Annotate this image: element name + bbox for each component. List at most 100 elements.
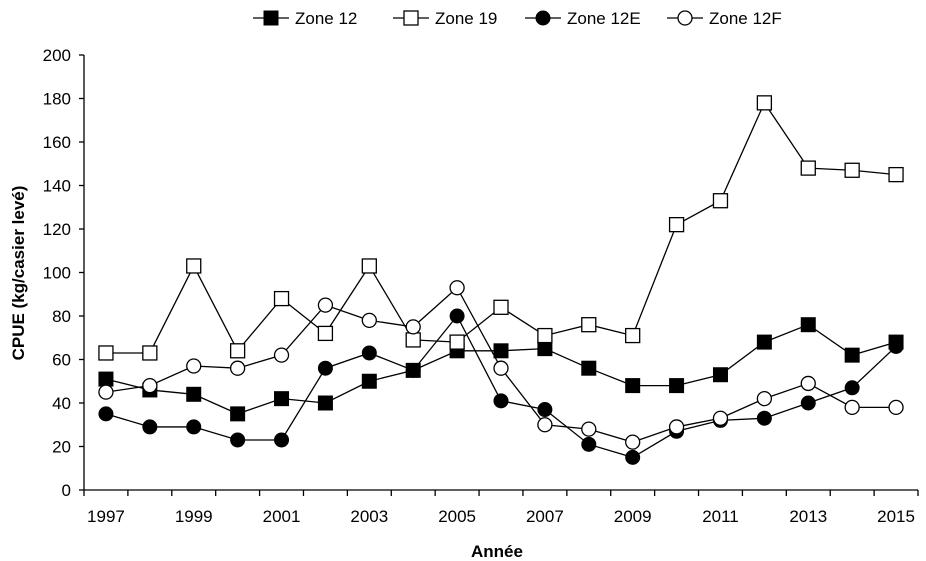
data-point-zone-19 (844, 162, 860, 178)
data-point-zone-12 (581, 360, 597, 376)
data-point-zone-12f (800, 375, 816, 392)
y-axis: 0 20 40 60 80 100 120 140 160 180 200 (43, 46, 85, 500)
legend-marker-zone-12f (677, 10, 693, 26)
data-point-zone-12 (625, 378, 641, 394)
legend: Zone 12 Zone 19 Zone 12E Zone 12F (253, 9, 782, 28)
data-point-zone-19 (581, 317, 597, 333)
data-point-zone-19 (273, 290, 290, 307)
data-point-zone-12 (98, 371, 114, 387)
x-tick-label: 2009 (614, 507, 652, 526)
legend-label: Zone 12 (295, 9, 357, 28)
legend-label: Zone 12F (709, 9, 782, 28)
data-point-zone-12e (361, 345, 377, 361)
data-point-zone-12e (844, 380, 860, 396)
data-point-zone-12f (537, 417, 553, 433)
y-tick-label: 120 (43, 220, 71, 239)
y-tick-label: 40 (52, 394, 71, 413)
data-point-zone-12 (317, 395, 333, 411)
y-tick-label: 180 (43, 90, 71, 109)
x-axis-title: Année (471, 542, 523, 561)
x-tick-label: 1999 (175, 507, 213, 526)
data-point-zone-12f (712, 410, 729, 426)
data-point-zone-19 (449, 334, 465, 350)
data-point-zone-19 (405, 332, 421, 348)
data-point-zone-12 (669, 378, 685, 394)
data-point-zone-12e (274, 432, 290, 448)
data-point-zone-19 (98, 345, 114, 361)
x-tick-label: 2007 (526, 507, 564, 526)
data-point-zone-12f (668, 419, 685, 435)
data-point-zone-12e (581, 436, 597, 452)
data-point-zone-19 (317, 325, 334, 342)
data-point-zone-12f (493, 360, 509, 376)
y-tick-label: 100 (43, 264, 71, 283)
data-point-zone-12 (230, 406, 246, 422)
data-point-zone-12 (844, 347, 860, 363)
y-tick-label: 20 (52, 438, 71, 457)
data-point-zone-12e (186, 419, 202, 435)
data-point-zone-19 (186, 258, 202, 274)
data-point-zone-12e (405, 362, 421, 378)
series-zone-19 (98, 95, 904, 361)
data-point-zone-12f (581, 421, 597, 437)
y-tick-label: 0 (62, 481, 71, 500)
data-point-zone-12e (625, 449, 641, 465)
data-point-zone-12f (405, 319, 421, 335)
data-point-zone-12f (844, 399, 860, 416)
data-point-zone-12e (493, 393, 509, 409)
data-point-zone-19 (361, 258, 377, 274)
data-point-zone-12f (142, 377, 158, 394)
data-point-zone-19 (142, 345, 158, 361)
plot-series (98, 95, 904, 465)
x-axis: 1997 1999 2001 2003 2005 2007 2009 2011 2013 2015 (83, 489, 919, 526)
data-point-zone-19 (668, 216, 685, 233)
data-point-zone-12 (361, 373, 377, 389)
x-tick-label: 2011 (702, 507, 739, 526)
data-point-zone-19 (712, 193, 729, 209)
x-tick-label: 2003 (350, 507, 388, 526)
data-point-zone-12e (142, 419, 158, 435)
data-point-zone-19 (229, 343, 246, 359)
data-point-zone-19 (888, 166, 904, 183)
data-point-zone-12e (756, 410, 772, 426)
data-point-zone-12e (230, 432, 246, 448)
data-point-zone-19 (800, 160, 816, 176)
data-point-zone-12f (98, 384, 114, 400)
legend-item-zone-12f: Zone 12F (667, 9, 782, 28)
data-point-zone-19 (493, 299, 509, 315)
data-point-zone-12f (756, 390, 773, 407)
x-tick-label: 2013 (789, 507, 827, 526)
legend-marker-zone-12e (535, 10, 551, 26)
series-zone-12f (98, 280, 904, 450)
data-point-zone-12e (449, 308, 465, 324)
series-line-zone-19 (105, 101, 897, 354)
data-point-zone-12f (273, 347, 290, 363)
x-tick-label: 2015 (877, 507, 915, 526)
y-tick-label: 60 (52, 351, 71, 370)
data-point-zone-12e (537, 402, 553, 418)
data-point-zone-12f (625, 434, 641, 450)
data-point-zone-12 (186, 386, 202, 402)
legend-item-zone-12: Zone 12 (253, 9, 357, 28)
data-point-zone-12 (493, 343, 509, 359)
y-axis-title: CPUE (kg/casier levé) (9, 186, 28, 361)
data-point-zone-12 (712, 367, 728, 383)
legend-item-zone-12e: Zone 12E (525, 9, 641, 28)
legend-item-zone-19: Zone 19 (393, 9, 497, 28)
x-tick-label: 2001 (263, 507, 301, 526)
x-tick-label: 1997 (87, 507, 125, 526)
legend-marker-zone-12 (263, 10, 279, 26)
data-point-zone-12f (449, 280, 465, 296)
y-tick-label: 200 (43, 46, 71, 65)
data-point-zone-12f (317, 297, 334, 313)
series-zone-12e (98, 308, 904, 465)
data-point-zone-12 (274, 391, 290, 407)
legend-label: Zone 19 (435, 9, 497, 28)
y-tick-label: 140 (43, 177, 71, 196)
data-point-zone-12 (800, 317, 816, 333)
legend-marker-zone-19 (403, 10, 419, 26)
data-point-zone-12f (229, 360, 246, 376)
data-point-zone-12 (537, 341, 553, 357)
data-point-zone-19 (537, 327, 553, 344)
